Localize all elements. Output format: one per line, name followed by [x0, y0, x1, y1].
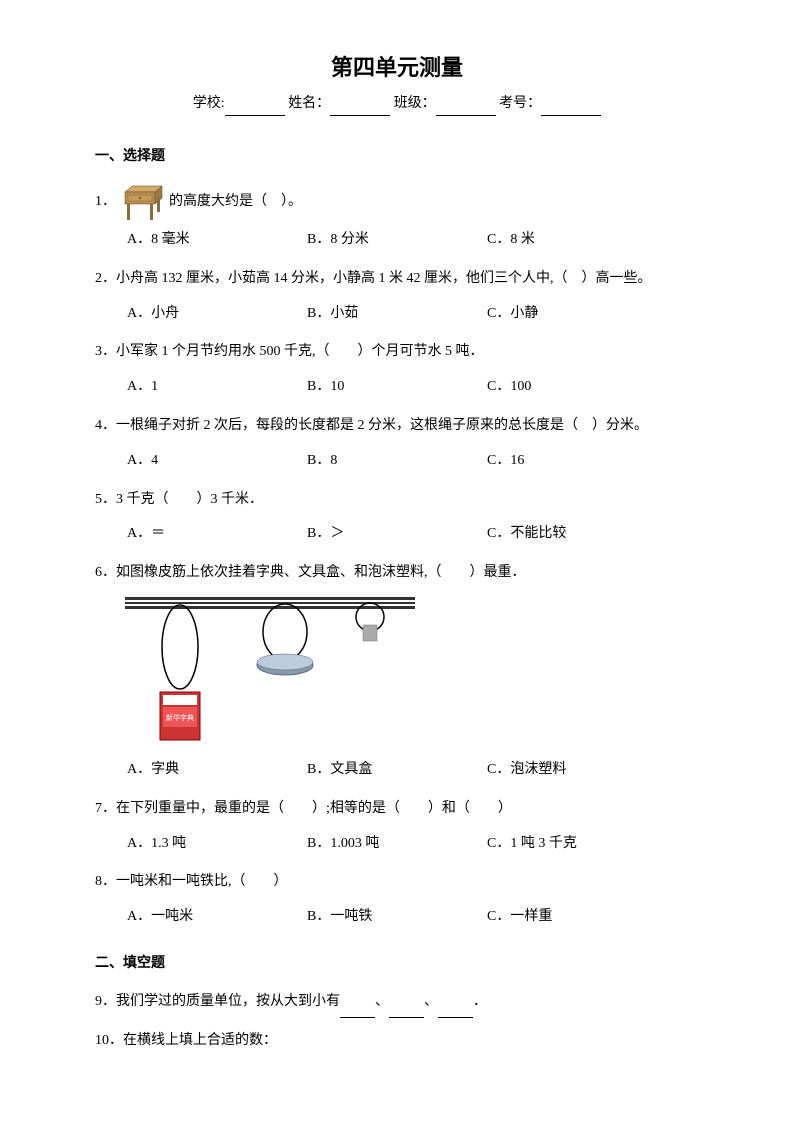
q3-option-c: C．100 — [487, 372, 667, 403]
school-blank — [225, 100, 285, 116]
q8-option-c: C．一样重 — [487, 902, 667, 933]
q5-option-b: B．＞ — [307, 519, 487, 550]
q4-options: A．4 B．8 C．16 — [95, 446, 699, 477]
school-label: 学校: — [193, 96, 225, 111]
q4-option-c: C．16 — [487, 446, 667, 477]
q7-option-c: C．1 吨 3 千克 — [487, 829, 667, 860]
q2-option-c: C．小静 — [487, 299, 667, 330]
q9-sep1: 、 — [375, 994, 389, 1009]
q6-option-c: C．泡沫塑料 — [487, 755, 667, 786]
q3-text: 3．小军家 1 个月节约用水 500 千克,（ ）个月可节水 5 吨． — [95, 337, 699, 368]
desk-icon — [120, 180, 165, 225]
q1-option-c: C．8 米 — [487, 225, 667, 256]
q10-text: 10．在横线上填上合适的数： — [95, 1026, 699, 1057]
q5-option-a: A．＝ — [127, 519, 307, 550]
q9-sep2: 、 — [424, 994, 438, 1009]
q1-option-b: B．8 分米 — [307, 225, 487, 256]
question-5: 5．3 千克（ ）3 千米． A．＝ B．＞ C．不能比较 — [95, 485, 699, 551]
q6-options: A．字典 B．文具盒 C．泡沫塑料 — [95, 755, 699, 786]
q9-blank-3 — [438, 1002, 473, 1018]
question-1: 1． 的高度大约是（ ）。 A．8 毫米 B．8 分米 C．8 米 — [95, 180, 699, 256]
rubber-band-diagram: 新华字典 — [125, 597, 435, 747]
q3-option-a: A．1 — [127, 372, 307, 403]
question-9: 9．我们学过的质量单位，按从大到小有 、 、 ． — [95, 987, 699, 1018]
question-8: 8．一吨米和一吨铁比,（ ） A．一吨米 B．一吨铁 C．一样重 — [95, 867, 699, 933]
q8-option-b: B．一吨铁 — [307, 902, 487, 933]
q8-text: 8．一吨米和一吨铁比,（ ） — [95, 867, 699, 898]
q9-text-after: ． — [473, 994, 487, 1009]
q7-option-a: A．1.3 吨 — [127, 829, 307, 860]
q9-blank-2 — [389, 1002, 424, 1018]
class-label: 班级： — [394, 96, 436, 111]
page-title: 第四单元测量 — [95, 50, 699, 85]
info-line: 学校: 姓名： 班级： 考号： — [95, 93, 699, 115]
q4-text: 4．一根绳子对折 2 次后，每段的长度都是 2 分米，这根绳子原来的总长度是（ … — [95, 411, 699, 442]
q1-text: 的高度大约是（ ）。 — [169, 187, 302, 218]
q6-option-b: B．文具盒 — [307, 755, 487, 786]
q4-option-a: A．4 — [127, 446, 307, 477]
q3-option-b: B．10 — [307, 372, 487, 403]
q2-options: A．小舟 B．小茹 C．小静 — [95, 299, 699, 330]
q6-text: 6．如图橡皮筋上依次挂着字典、文具盒、和泡沫塑料,（ ）最重． — [95, 558, 699, 589]
q8-option-a: A．一吨米 — [127, 902, 307, 933]
class-blank — [436, 100, 496, 116]
q2-text: 2．小舟高 132 厘米，小茹高 14 分米，小静高 1 米 42 厘米，他们三… — [95, 264, 699, 295]
question-7: 7．在下列重量中，最重的是（ ）;相等的是（ ）和（ ） A．1.3 吨 B．1… — [95, 794, 699, 860]
exam-no-blank — [541, 100, 601, 116]
q2-option-a: A．小舟 — [127, 299, 307, 330]
q7-text: 7．在下列重量中，最重的是（ ）;相等的是（ ）和（ ） — [95, 794, 699, 825]
q1-num: 1． — [95, 187, 116, 218]
q5-options: A．＝ B．＞ C．不能比较 — [95, 519, 699, 550]
q1-options: A．8 毫米 B．8 分米 C．8 米 — [95, 225, 699, 256]
q5-option-c: C．不能比较 — [487, 519, 667, 550]
q9-text-before: 9．我们学过的质量单位，按从大到小有 — [95, 994, 340, 1009]
name-label: 姓名： — [288, 96, 330, 111]
q5-text: 5．3 千克（ ）3 千米． — [95, 485, 699, 516]
q1-option-a: A．8 毫米 — [127, 225, 307, 256]
q4-option-b: B．8 — [307, 446, 487, 477]
q9-blank-1 — [340, 1002, 375, 1018]
exam-no-label: 考号： — [499, 96, 541, 111]
question-2: 2．小舟高 132 厘米，小茹高 14 分米，小静高 1 米 42 厘米，他们三… — [95, 264, 699, 330]
name-blank — [330, 100, 390, 116]
q7-option-b: B．1.003 吨 — [307, 829, 487, 860]
question-3: 3．小军家 1 个月节约用水 500 千克,（ ）个月可节水 5 吨． A．1 … — [95, 337, 699, 403]
q3-options: A．1 B．10 C．100 — [95, 372, 699, 403]
q7-options: A．1.3 吨 B．1.003 吨 C．1 吨 3 千克 — [95, 829, 699, 860]
q2-option-b: B．小茹 — [307, 299, 487, 330]
q6-option-a: A．字典 — [127, 755, 307, 786]
question-10: 10．在横线上填上合适的数： — [95, 1026, 699, 1057]
question-6: 6．如图橡皮筋上依次挂着字典、文具盒、和泡沫塑料,（ ）最重． 新华字典 A．字… — [95, 558, 699, 786]
question-4: 4．一根绳子对折 2 次后，每段的长度都是 2 分米，这根绳子原来的总长度是（ … — [95, 411, 699, 477]
svg-text:新华字典: 新华字典 — [166, 713, 194, 722]
section-1-header: 一、选择题 — [95, 146, 699, 168]
section-2-header: 二、填空题 — [95, 953, 699, 975]
q8-options: A．一吨米 B．一吨铁 C．一样重 — [95, 902, 699, 933]
